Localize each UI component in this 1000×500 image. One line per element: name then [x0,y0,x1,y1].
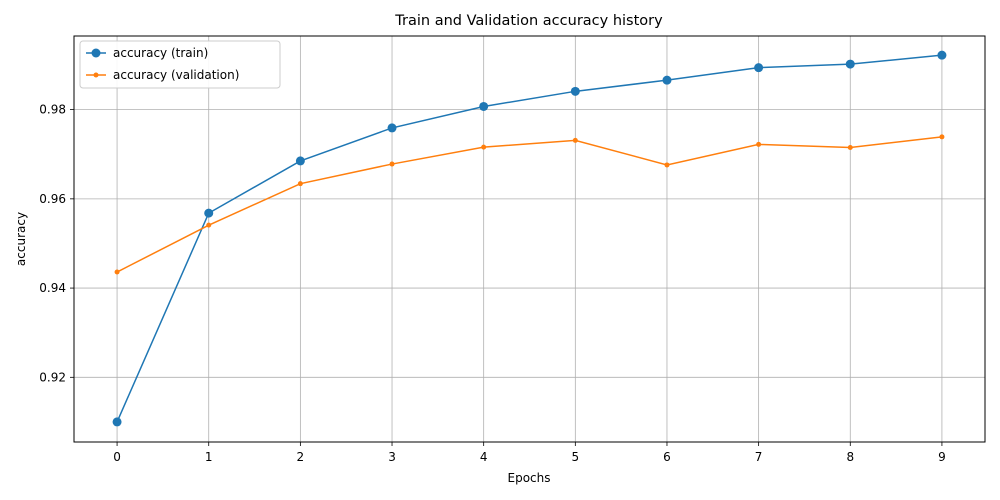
data-point-train [754,63,764,73]
data-point-validation [389,161,395,167]
legend-train-marker [91,48,101,58]
chart-title: Train and Validation accuracy history [394,13,663,29]
y-axis-label: accuracy [14,212,28,266]
legend-validation-label: accuracy (validation) [113,68,239,82]
data-point-validation [206,222,212,228]
data-point-train [387,123,397,133]
x-tick-label: 9 [938,450,946,464]
legend-box [79,40,281,89]
data-point-validation [481,144,487,150]
data-point-validation [664,162,670,168]
data-point-train [937,50,947,60]
axis-ticks: 0 1 2 3 4 5 6 7 8 9 0.92 0.94 0.96 0.98 [39,103,945,464]
data-point-train [570,86,580,96]
legend-train-label: accuracy (train) [113,46,208,60]
x-tick-label: 6 [663,450,671,464]
x-tick-label: 4 [480,450,488,464]
x-tick-label: 7 [755,450,763,464]
data-point-train [479,101,489,111]
series-line-validation [116,136,943,273]
y-tick-label: 0.92 [39,370,66,384]
x-tick-label: 2 [297,450,305,464]
x-axis-label: Epochs [508,471,551,485]
plot-frame [73,35,986,443]
series-line-train [116,54,942,423]
data-point-validation [939,134,945,140]
y-tick-label: 0.98 [39,103,66,117]
data-point-train [662,75,672,85]
grid-lines [74,36,985,442]
legend: accuracy (train) accuracy (validation) [79,40,281,89]
x-tick-label: 3 [388,450,396,464]
data-point-train [295,156,305,166]
x-tick-label: 0 [113,450,121,464]
data-point-train [845,59,855,69]
y-tick-label: 0.94 [39,281,66,295]
data-point-validation [847,145,853,151]
x-tick-label: 5 [572,450,580,464]
data-point-validation [756,141,762,147]
x-tick-label: 1 [205,450,213,464]
data-point-validation [114,269,120,275]
data-point-train [204,208,214,218]
data-point-validation [572,137,578,143]
legend-validation-marker [93,72,99,78]
y-tick-label: 0.96 [39,192,66,206]
data-point-train [112,417,122,427]
data-point-validation [297,181,303,187]
x-tick-label: 8 [846,450,854,464]
plot-series [112,50,947,427]
